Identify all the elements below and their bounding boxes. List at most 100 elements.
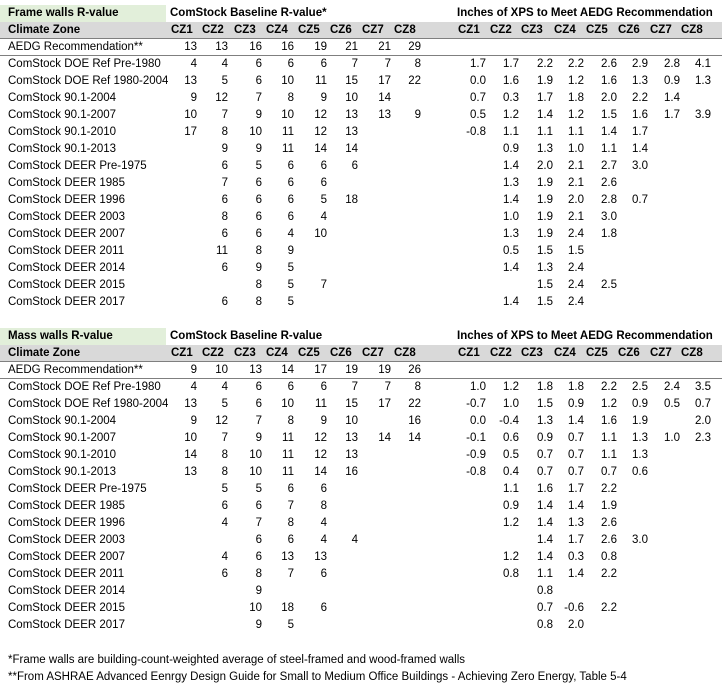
frame-section-title[interactable]: Frame walls R-value xyxy=(8,7,119,19)
xps-inches-cell[interactable]: 2.9 xyxy=(632,58,648,70)
baseline-r-value-cell[interactable] xyxy=(170,549,197,566)
xps-inches-cell[interactable] xyxy=(648,617,680,634)
baseline-r-value-cell[interactable] xyxy=(297,294,327,311)
baseline-r-value-cell[interactable]: 22 xyxy=(408,75,421,87)
xps-inches-cell[interactable] xyxy=(680,464,711,481)
xps-inches-cell[interactable] xyxy=(617,175,648,192)
xps-inches-cell[interactable]: 0.0 xyxy=(470,415,486,427)
baseline-r-value-cell[interactable]: 8 xyxy=(320,500,327,512)
xps-inches-cell[interactable]: 1.1 xyxy=(503,483,519,495)
baseline-r-value-cell[interactable] xyxy=(330,226,358,243)
xps-inches-cell[interactable] xyxy=(617,549,648,566)
xps-inches-cell[interactable]: 0.7 xyxy=(568,449,584,461)
baseline-r-value-cell[interactable]: 19 xyxy=(378,364,391,376)
baseline-r-value-cell[interactable] xyxy=(170,566,197,583)
xps-inches-cell[interactable] xyxy=(648,549,680,566)
baseline-r-value-cell[interactable]: 7 xyxy=(351,58,358,70)
baseline-r-value-cell[interactable]: 7 xyxy=(255,517,262,529)
baseline-r-value-cell[interactable] xyxy=(361,464,391,481)
baseline-r-value-cell[interactable]: 17 xyxy=(184,126,197,138)
frame-climate-zone-label[interactable]: Climate Zone xyxy=(8,24,81,36)
xps-inches-cell[interactable]: 1.3 xyxy=(537,143,553,155)
xps-inches-cell[interactable] xyxy=(648,447,680,464)
xps-inches-cell[interactable]: 0.6 xyxy=(503,432,519,444)
xps-inches-cell[interactable] xyxy=(456,175,486,192)
xps-inches-cell[interactable]: 1.9 xyxy=(632,415,648,427)
row-label[interactable]: ComStock DEER 2015 xyxy=(8,602,125,614)
xps-inches-cell[interactable]: 1.1 xyxy=(503,126,519,138)
xps-inches-cell[interactable]: 1.2 xyxy=(503,517,519,529)
baseline-r-value-cell[interactable]: 8 xyxy=(287,92,294,104)
baseline-r-value-cell[interactable]: 13 xyxy=(281,551,294,563)
xps-inches-cell[interactable]: 1.7 xyxy=(632,126,648,138)
baseline-r-value-cell[interactable] xyxy=(361,192,391,209)
xps-inches-cell[interactable]: 0.8 xyxy=(537,585,553,597)
xps-inches-cell[interactable] xyxy=(585,362,617,379)
row-label[interactable]: ComStock DEER 2015 xyxy=(8,279,125,291)
xps-inches-cell[interactable]: 1.9 xyxy=(537,177,553,189)
baseline-r-value-cell[interactable]: 5 xyxy=(287,296,294,308)
baseline-r-value-cell[interactable]: 9 xyxy=(287,245,294,257)
xps-cz-header[interactable]: CZ4 xyxy=(554,347,576,359)
baseline-r-value-cell[interactable]: 9 xyxy=(255,262,262,274)
xps-inches-cell[interactable] xyxy=(456,549,486,566)
baseline-r-value-cell[interactable]: 9 xyxy=(255,585,262,597)
baseline-r-value-cell[interactable]: 14 xyxy=(345,143,358,155)
xps-inches-cell[interactable]: 2.4 xyxy=(664,381,680,393)
xps-inches-cell[interactable] xyxy=(680,549,711,566)
baseline-cz-header[interactable]: CZ6 xyxy=(330,347,352,359)
row-label[interactable]: ComStock 90.1-2010 xyxy=(8,126,117,138)
xps-inches-cell[interactable]: 1.6 xyxy=(537,483,553,495)
baseline-cz-header[interactable]: CZ4 xyxy=(266,24,288,36)
xps-inches-cell[interactable]: 0.7 xyxy=(537,466,553,478)
baseline-r-value-cell[interactable]: 16 xyxy=(249,41,262,53)
xps-inches-cell[interactable] xyxy=(680,175,711,192)
baseline-r-value-cell[interactable]: 8 xyxy=(255,296,262,308)
baseline-r-value-cell[interactable]: 6 xyxy=(255,75,262,87)
xps-inches-cell[interactable]: 1.0 xyxy=(503,398,519,410)
baseline-r-value-cell[interactable]: 7 xyxy=(384,381,391,393)
baseline-r-value-cell[interactable]: 10 xyxy=(345,415,358,427)
baseline-r-value-cell[interactable] xyxy=(330,481,358,498)
baseline-r-value-cell[interactable]: 15 xyxy=(345,398,358,410)
baseline-r-value-cell[interactable] xyxy=(170,243,197,260)
xps-inches-cell[interactable] xyxy=(648,260,680,277)
baseline-r-value-cell[interactable]: 6 xyxy=(221,228,228,240)
xps-inches-cell[interactable] xyxy=(680,141,711,158)
xps-inches-cell[interactable]: 2.7 xyxy=(601,160,617,172)
baseline-r-value-cell[interactable] xyxy=(170,498,197,515)
baseline-r-value-cell[interactable]: 6 xyxy=(221,500,228,512)
xps-inches-cell[interactable]: 1.4 xyxy=(503,296,519,308)
xps-inches-cell[interactable]: 1.5 xyxy=(537,279,553,291)
xps-inches-cell[interactable] xyxy=(456,39,486,56)
baseline-r-value-cell[interactable]: 11 xyxy=(315,75,327,87)
baseline-r-value-cell[interactable]: 6 xyxy=(320,58,327,70)
baseline-r-value-cell[interactable]: 6 xyxy=(351,160,358,172)
xps-inches-cell[interactable]: 1.3 xyxy=(503,177,519,189)
xps-inches-cell[interactable] xyxy=(520,362,553,379)
xps-cz-header[interactable]: CZ6 xyxy=(618,347,640,359)
xps-inches-cell[interactable] xyxy=(680,226,711,243)
xps-inches-cell[interactable] xyxy=(617,243,648,260)
baseline-cz-header[interactable]: CZ3 xyxy=(234,24,256,36)
baseline-r-value-cell[interactable] xyxy=(361,277,391,294)
xps-inches-cell[interactable]: -0.7 xyxy=(466,398,486,410)
baseline-r-value-cell[interactable]: 17 xyxy=(314,364,327,376)
xps-inches-cell[interactable]: 0.7 xyxy=(470,92,486,104)
xps-inches-cell[interactable] xyxy=(554,39,584,56)
baseline-r-value-cell[interactable]: 10 xyxy=(215,364,228,376)
baseline-r-value-cell[interactable] xyxy=(361,209,391,226)
xps-inches-cell[interactable]: 2.2 xyxy=(632,92,648,104)
xps-inches-cell[interactable]: 1.4 xyxy=(664,92,680,104)
xps-inches-cell[interactable]: -0.8 xyxy=(466,466,486,478)
baseline-r-value-cell[interactable]: 9 xyxy=(255,109,262,121)
xps-inches-cell[interactable]: 1.7 xyxy=(568,483,584,495)
baseline-r-value-cell[interactable] xyxy=(361,566,391,583)
baseline-r-value-cell[interactable]: 7 xyxy=(384,58,391,70)
baseline-r-value-cell[interactable]: 6 xyxy=(255,398,262,410)
baseline-r-value-cell[interactable] xyxy=(393,464,421,481)
row-label[interactable]: AEDG Recommendation** xyxy=(8,364,143,376)
baseline-r-value-cell[interactable] xyxy=(170,481,197,498)
xps-inches-cell[interactable] xyxy=(617,617,648,634)
baseline-r-value-cell[interactable] xyxy=(393,124,421,141)
